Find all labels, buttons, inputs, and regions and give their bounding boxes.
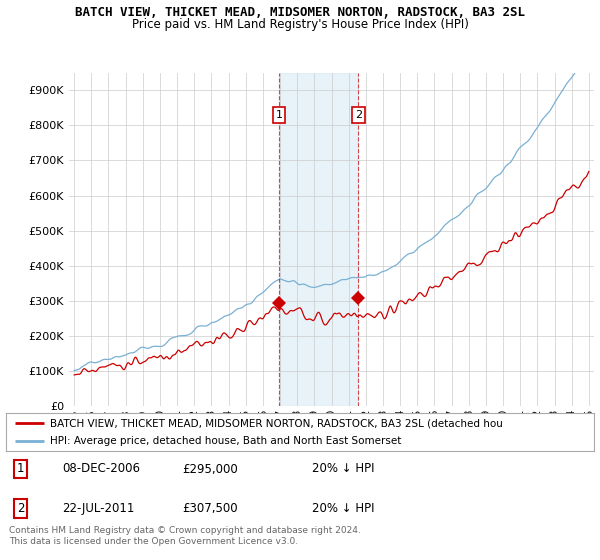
Bar (279, 73, 358, 406)
Text: BATCH VIEW, THICKET MEAD, MIDSOMER NORTON, RADSTOCK, BA3 2SL: BATCH VIEW, THICKET MEAD, MIDSOMER NORTO… (75, 6, 525, 18)
Text: 20% ↓ HPI: 20% ↓ HPI (312, 502, 374, 515)
Text: 20% ↓ HPI: 20% ↓ HPI (312, 463, 374, 475)
Text: £307,500: £307,500 (182, 502, 238, 515)
Text: 2: 2 (355, 110, 362, 120)
Text: 08-DEC-2006: 08-DEC-2006 (62, 463, 140, 475)
Text: HPI: Average price, detached house, Bath and North East Somerset: HPI: Average price, detached house, Bath… (50, 436, 401, 446)
Text: 1: 1 (17, 463, 25, 475)
Text: 1: 1 (275, 110, 283, 120)
Text: Contains HM Land Registry data © Crown copyright and database right 2024.
This d: Contains HM Land Registry data © Crown c… (9, 526, 361, 546)
Text: 2: 2 (17, 502, 25, 515)
Text: Price paid vs. HM Land Registry's House Price Index (HPI): Price paid vs. HM Land Registry's House … (131, 18, 469, 31)
Text: £295,000: £295,000 (182, 463, 238, 475)
Text: BATCH VIEW, THICKET MEAD, MIDSOMER NORTON, RADSTOCK, BA3 2SL (detached hou: BATCH VIEW, THICKET MEAD, MIDSOMER NORTO… (50, 418, 503, 428)
Text: 22-JUL-2011: 22-JUL-2011 (62, 502, 134, 515)
